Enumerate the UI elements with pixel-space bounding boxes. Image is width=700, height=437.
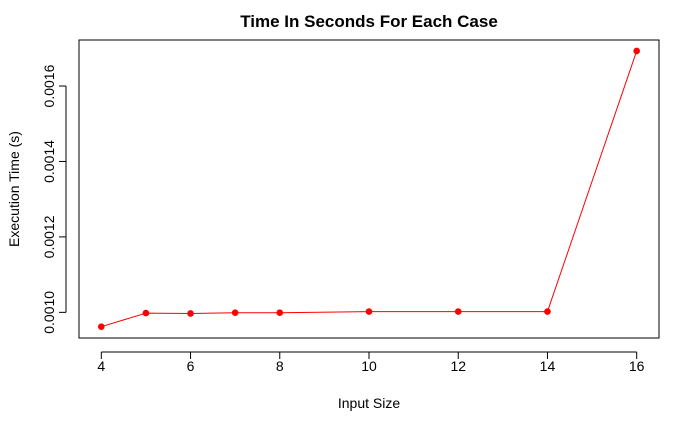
- plot-area-box: [78, 39, 660, 339]
- data-point: [454, 308, 462, 315]
- y-tick-label: 0.0012: [41, 215, 57, 258]
- x-axis-label: Input Size: [338, 395, 400, 411]
- chart-title: Time In Seconds For Each Case: [240, 12, 498, 31]
- data-point: [365, 308, 373, 315]
- series-group: [98, 47, 640, 330]
- x-tick-label: 8: [276, 358, 284, 374]
- y-tick-label: 0.0014: [41, 140, 57, 183]
- y-tick-label: 0.0010: [41, 291, 57, 334]
- y-axis-label: Execution Time (s): [6, 131, 22, 247]
- x-tick-label: 4: [97, 358, 105, 374]
- x-tick-label: 14: [540, 358, 556, 374]
- y-tick-label: 0.0016: [41, 64, 57, 107]
- x-tick-label: 6: [187, 358, 195, 374]
- x-axis: 4 6 8 10 12 14 16: [97, 351, 645, 374]
- data-point: [633, 47, 640, 55]
- data-point: [231, 309, 239, 317]
- data-point: [142, 309, 150, 317]
- data-point: [276, 309, 284, 317]
- x-tick-label: 10: [361, 358, 377, 374]
- data-point: [544, 308, 551, 315]
- x-tick-label: 12: [450, 358, 466, 374]
- y-axis: 0.0010 0.0012 0.0014 0.0016: [41, 64, 67, 334]
- x-tick-label: 16: [629, 358, 645, 374]
- data-point: [98, 323, 105, 330]
- data-point: [187, 310, 194, 317]
- series-line: [101, 50, 638, 328]
